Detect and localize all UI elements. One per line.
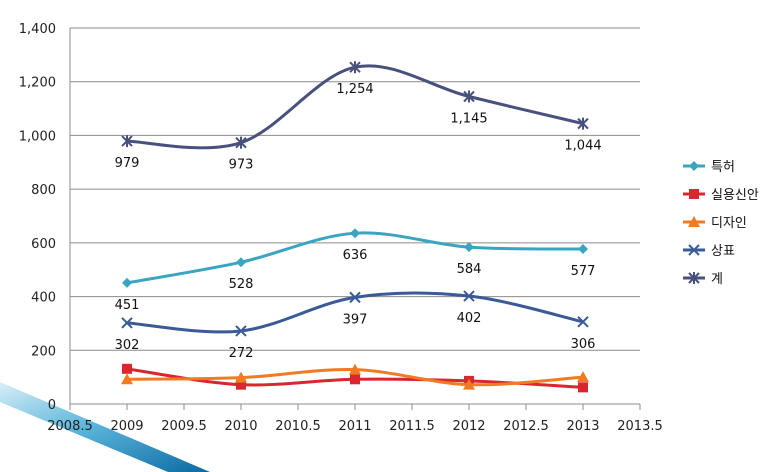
x-axis-tick-labels: 2008.5 2009 2009.5 2010 2010.5 2011 2011.5 2012… — [47, 419, 663, 434]
data-label: 1,044 — [564, 139, 601, 154]
data-point — [577, 117, 589, 130]
y-tick-label: 400 — [31, 291, 56, 306]
data-label: 397 — [343, 312, 368, 327]
x-tick-label: 2012 — [452, 419, 485, 434]
y-tick-label: 600 — [31, 237, 56, 252]
data-point — [349, 291, 361, 304]
data-point — [578, 244, 588, 255]
legend-entry: 계 — [711, 272, 723, 287]
data-point — [235, 371, 247, 383]
data-point — [121, 317, 133, 329]
data-point — [463, 90, 475, 103]
gridlines — [70, 27, 640, 351]
x-tick-label: 2010 — [224, 419, 257, 434]
data-label: 402 — [457, 311, 482, 326]
data-point — [121, 135, 133, 148]
legend-entry: 디자인 — [711, 216, 747, 231]
data-point — [350, 228, 360, 239]
data-point — [577, 316, 589, 328]
data-point — [236, 379, 246, 390]
data-label: 302 — [115, 338, 140, 353]
data-point — [463, 290, 475, 302]
y-tick-label: 1,400 — [19, 22, 56, 37]
x-tick-label: 2011 — [338, 419, 371, 434]
corner-decoration — [0, 382, 210, 472]
legend-marker — [688, 244, 700, 256]
x-tick-label: 2009 — [110, 419, 143, 434]
data-label: 1,254 — [336, 82, 373, 97]
y-tick-label: 1,200 — [19, 76, 56, 91]
legend-entry: 특허 — [711, 160, 735, 175]
legend-marker — [689, 161, 699, 171]
y-tick-label: 200 — [31, 344, 56, 359]
data-label: 272 — [229, 346, 254, 361]
x-tick-label: 2008.5 — [47, 419, 93, 434]
data-label: 636 — [343, 248, 368, 263]
y-tick-label: 1,000 — [19, 129, 56, 144]
data-point — [121, 373, 133, 385]
axes — [69, 28, 641, 410]
legend-entry: 실용신안 — [711, 188, 759, 203]
x-tick-label: 2010.5 — [275, 419, 321, 434]
x-tick-label: 2012.5 — [503, 419, 549, 434]
data-label: 451 — [115, 298, 140, 313]
data-label: 306 — [571, 337, 596, 352]
data-point — [463, 378, 475, 390]
data-point — [349, 363, 361, 375]
data-label: 973 — [229, 158, 254, 173]
legend-entry: 상표 — [711, 244, 735, 259]
data-point — [235, 136, 247, 149]
legend-marker — [688, 216, 700, 227]
legend-marker — [688, 272, 700, 284]
data-point — [578, 382, 588, 393]
y-tick-label: 800 — [31, 183, 56, 198]
x-tick-label: 2009.5 — [161, 419, 207, 434]
y-axis-tick-labels: 0 200 400 600 800 1,000 1,200 1,400 — [19, 22, 56, 413]
data-label: 577 — [571, 264, 596, 279]
data-point — [235, 325, 247, 337]
data-label: 1,145 — [450, 111, 487, 126]
x-tick-label: 2011.5 — [389, 419, 435, 434]
data-point — [464, 242, 474, 253]
data-labels: 451 528 636 584 577 302 272 397 402 306 979 973 1,25… — [115, 82, 602, 361]
data-point — [122, 277, 132, 288]
data-point — [349, 61, 361, 74]
legend-marker — [689, 189, 699, 199]
data-point — [577, 371, 589, 383]
series — [121, 61, 589, 393]
data-label: 528 — [229, 277, 254, 292]
data-point — [350, 374, 360, 385]
data-label: 584 — [457, 262, 482, 277]
y-tick-label: 0 — [48, 398, 56, 413]
x-tick-label: 2013.5 — [617, 419, 663, 434]
data-label: 979 — [115, 156, 140, 171]
data-point — [122, 363, 132, 374]
x-tick-label: 2013 — [566, 419, 599, 434]
data-point — [236, 257, 246, 268]
